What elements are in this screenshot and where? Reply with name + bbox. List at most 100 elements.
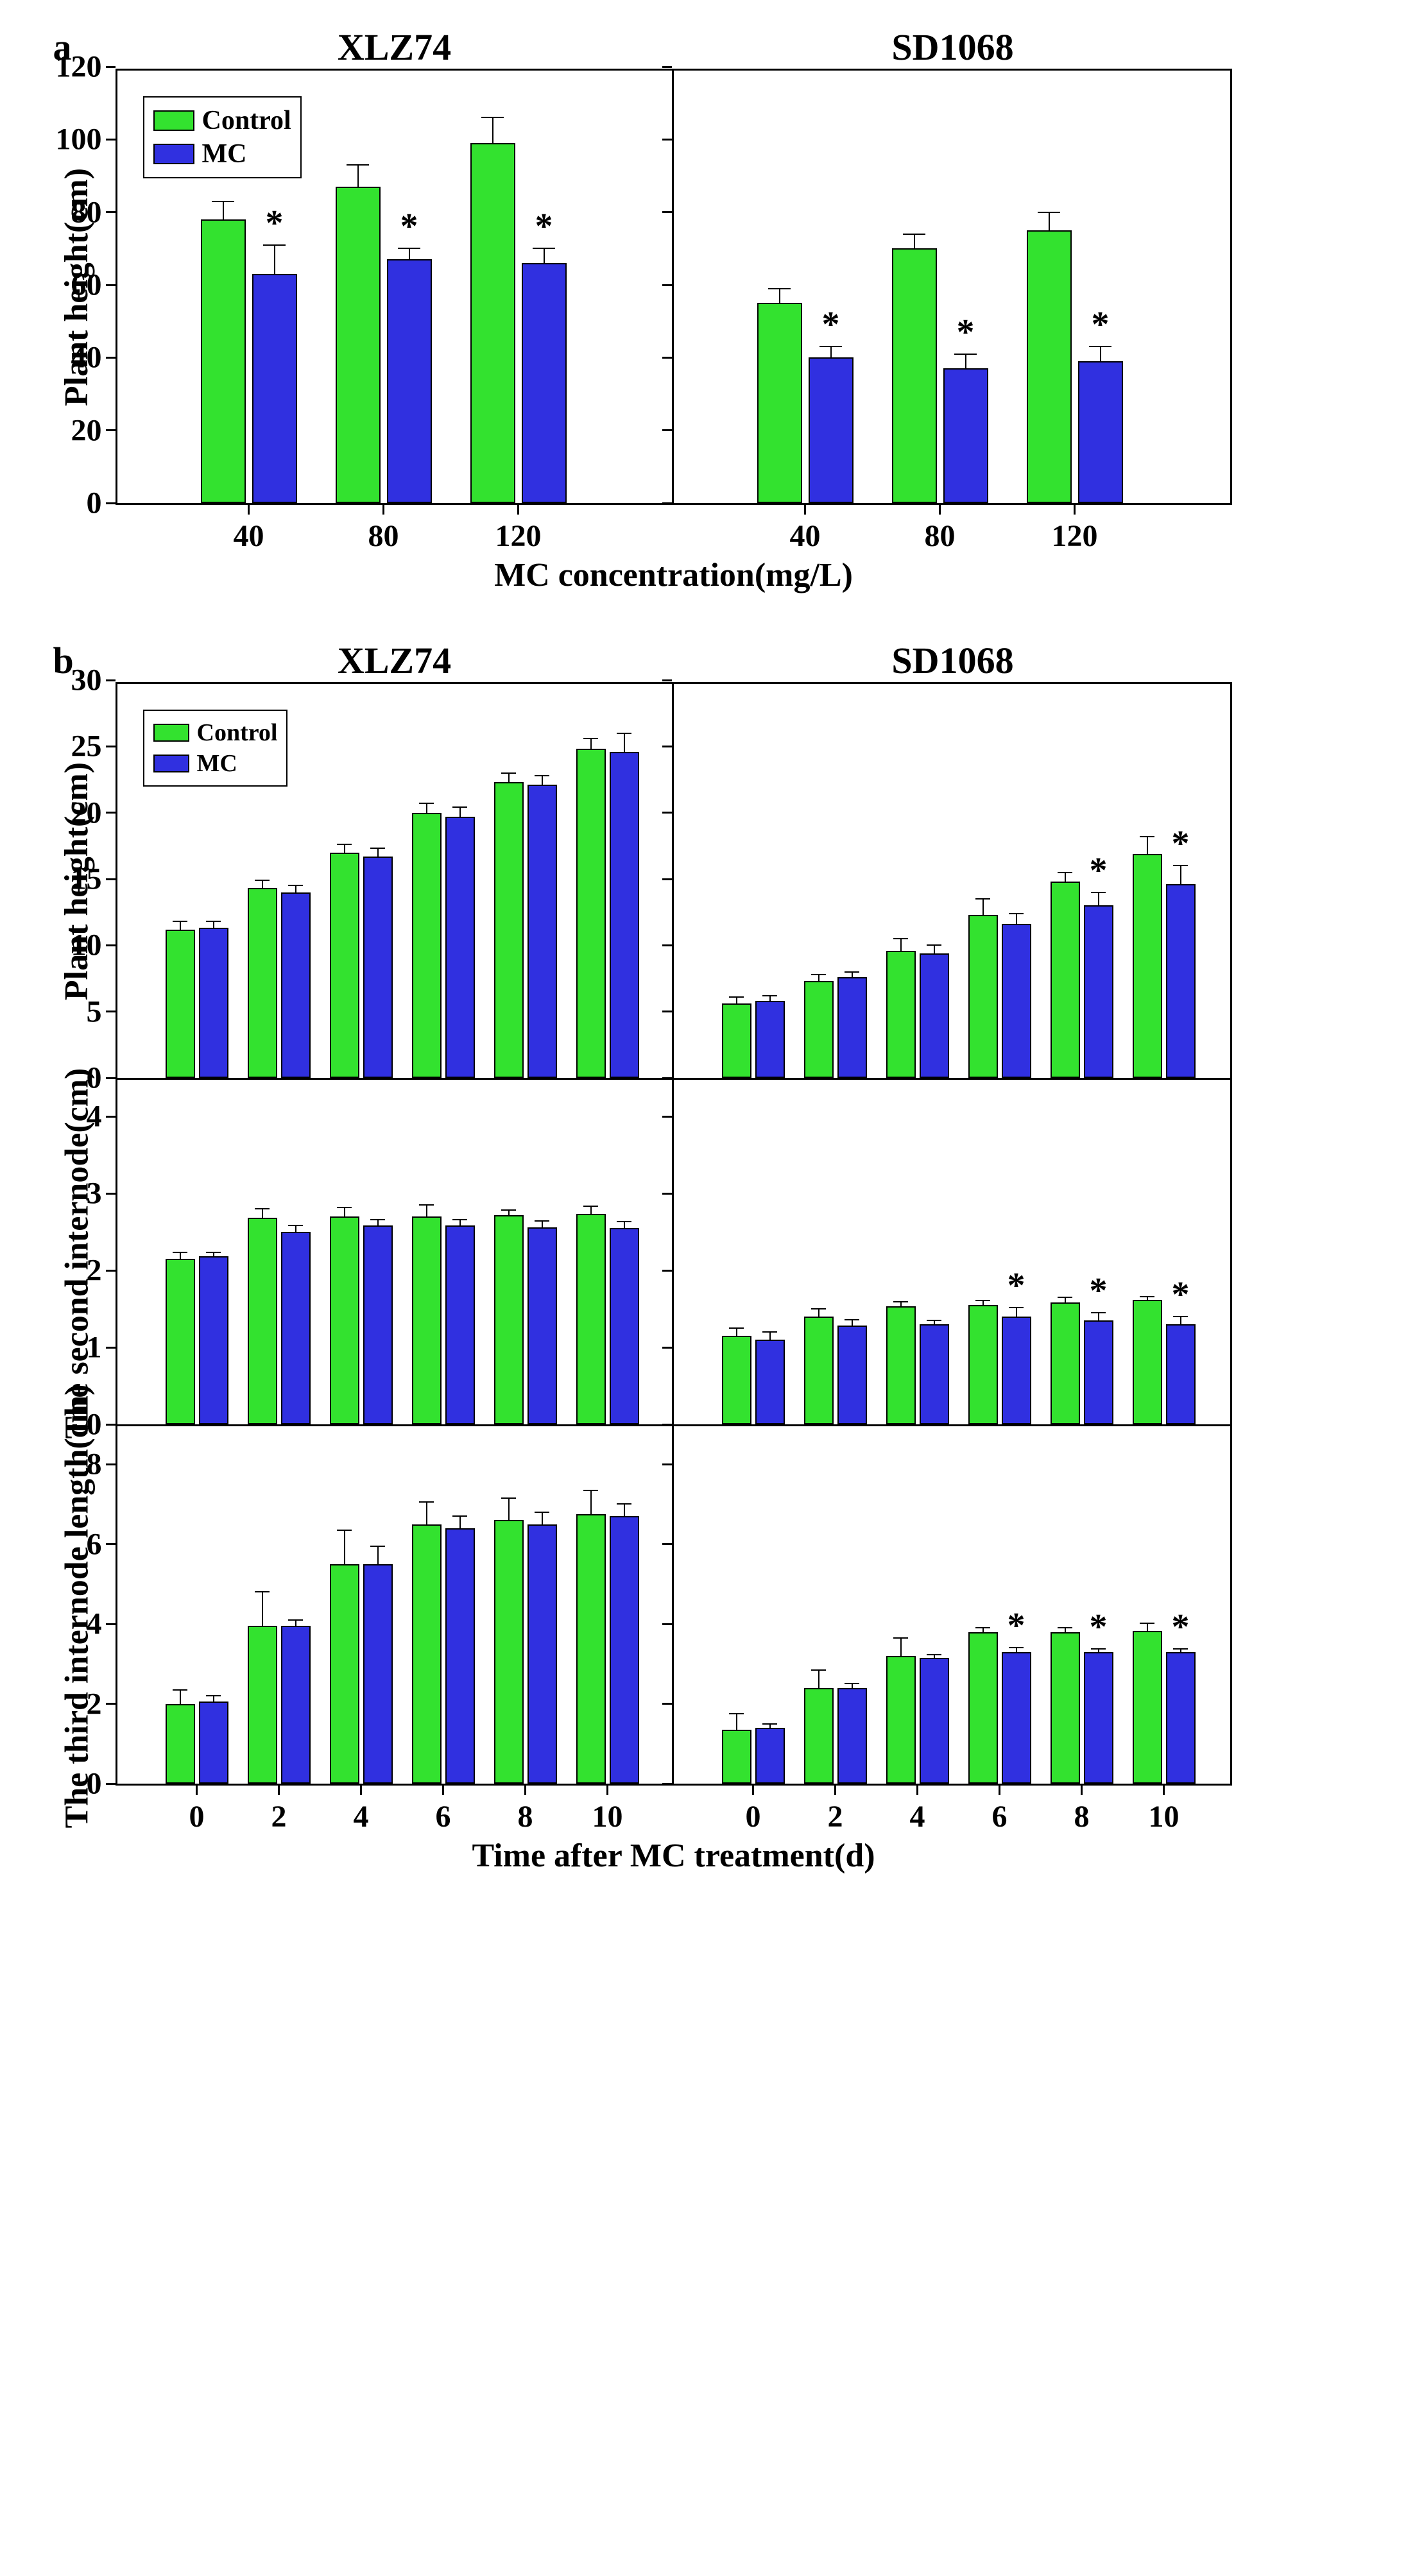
error-cap [927,1320,941,1321]
sig-star: * [266,205,284,241]
bar-control [330,1564,359,1784]
y-tick-label: 20 [71,413,102,448]
y-tick-label: 2 [87,1253,102,1288]
y-tick [662,1623,672,1625]
error-bar [542,1512,543,1524]
bar-control [494,1520,524,1784]
x-tick-label: 80 [925,518,956,554]
error-bar [459,1220,461,1226]
bar-mc [363,1225,393,1424]
error-bar [1180,1317,1181,1324]
bar-mc [755,1001,785,1078]
y-tick [106,1623,116,1625]
error-cap [1091,892,1106,893]
error-cap [263,244,286,246]
error-cap [347,164,369,166]
error-bar [830,346,832,357]
bar-mc [363,1564,393,1784]
x-tick [916,1786,918,1795]
error-bar [1098,892,1099,906]
bar-control [968,915,998,1078]
bar-control [886,951,916,1078]
error-bar [1147,1623,1148,1631]
error-bar [818,975,819,981]
bar-mc [445,817,475,1078]
x-tick-label: 80 [368,518,399,554]
error-cap [819,346,842,347]
error-bar [508,1498,510,1520]
y-tick [106,1270,116,1272]
error-cap [617,733,631,734]
error-cap [893,938,908,939]
bar-control [1051,1302,1080,1424]
x-axis-label: MC concentration(mg/L) [116,556,1232,594]
bar-control [1051,882,1080,1078]
sig-star: * [400,209,418,244]
error-cap [729,1327,744,1329]
bar-mc [528,1227,557,1424]
error-cap [206,921,221,922]
x-tick-label: 10 [592,1799,623,1834]
bar-control [412,1524,442,1784]
y-tick [662,357,672,359]
y-tick [106,1193,116,1195]
error-bar [1098,1313,1099,1320]
error-bar [508,773,510,782]
y-tick-label: 6 [87,1526,102,1562]
y-tick [106,1011,116,1012]
error-cap [903,234,925,235]
error-cap [583,1490,598,1491]
y-tick [662,1783,672,1785]
bar-control [892,248,937,503]
x-tick [278,1786,280,1795]
y-tick-label: 2 [87,1686,102,1721]
bar-mc [837,1688,867,1784]
x-tick [442,1786,444,1795]
y-tick-label: 40 [71,340,102,375]
bar-mc [1084,1320,1113,1424]
error-cap [173,1689,187,1691]
legend-swatch [153,144,194,164]
bar-mc [755,1340,785,1424]
error-cap [1140,1296,1154,1297]
error-bar [590,738,592,749]
bar-control [330,853,359,1078]
bar-control [804,1688,834,1784]
subplot: *** [674,1080,1232,1426]
bar-control [494,1215,524,1424]
y-tick [106,1077,116,1079]
bar-control [576,1214,606,1424]
error-cap [533,248,555,249]
error-cap [729,996,744,998]
bar-control [1133,1300,1162,1424]
error-bar [274,245,275,274]
subplot: 051015202530bControlMC [116,682,674,1080]
error-bar [1147,837,1148,854]
sig-star: * [1090,1609,1108,1645]
error-bar [409,248,410,259]
error-cap [501,1497,516,1499]
bar-mc [610,1516,639,1784]
error-bar [295,1225,296,1232]
x-tick [360,1786,362,1795]
error-cap [845,1319,859,1320]
bar-control [494,782,524,1078]
bar-control [757,303,802,503]
bar-control [201,219,246,503]
error-cap [535,1512,549,1513]
error-cap [398,248,420,249]
y-tick [662,812,672,814]
x-tick [834,1786,836,1795]
y-tick [662,1193,672,1195]
error-cap [845,1683,859,1684]
x-tick-label: 4 [354,1799,369,1834]
x-tick [196,1786,198,1795]
bar-mc [363,857,393,1078]
error-bar [426,1502,427,1524]
bar-mc [920,953,949,1078]
error-cap [337,1207,352,1208]
y-tick-label: 4 [87,1099,102,1134]
bar-mc [528,1524,557,1784]
y-tick [106,429,116,431]
x-tick-label: 10 [1149,1799,1180,1834]
